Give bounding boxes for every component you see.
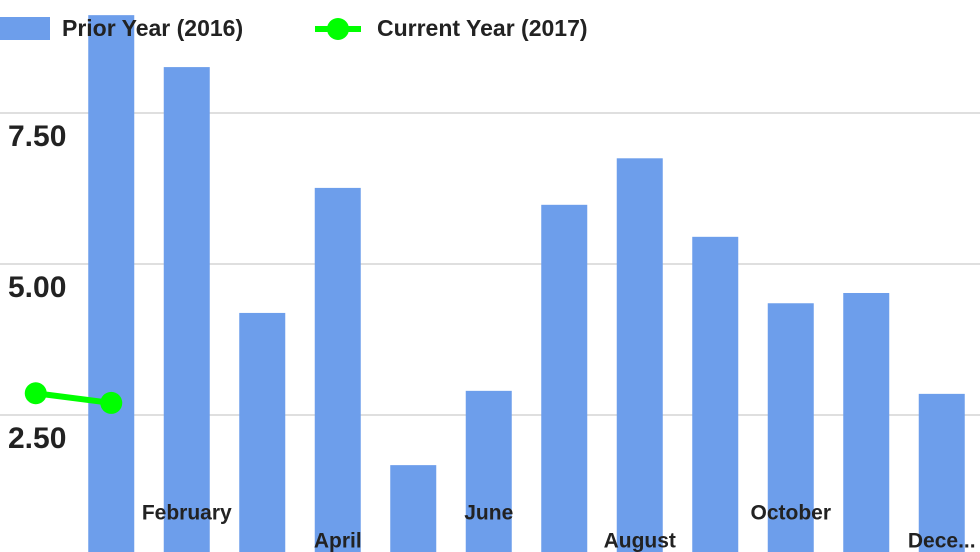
y-tick-label: 5.00 — [8, 271, 66, 304]
x-tick-label: June — [464, 502, 513, 525]
bar — [163, 67, 210, 552]
bar — [767, 303, 814, 552]
bar — [692, 236, 739, 552]
bar — [465, 390, 512, 552]
legend-label: Current Year (2017) — [377, 15, 588, 41]
line-point — [100, 391, 123, 414]
bar — [918, 393, 965, 552]
x-tick-label: October — [750, 502, 831, 525]
legend-label: Prior Year (2016) — [62, 15, 243, 41]
bar — [88, 15, 135, 552]
bar — [390, 465, 437, 552]
x-tick-label: April — [314, 530, 362, 552]
x-tick-label: February — [142, 502, 232, 525]
line-point — [24, 382, 47, 405]
bar — [239, 312, 286, 552]
line — [35, 390, 112, 406]
bar — [616, 158, 663, 552]
bar — [314, 187, 361, 552]
x-tick-label: August — [604, 530, 676, 552]
y-tick-label: 2.50 — [8, 422, 66, 455]
bar — [541, 204, 588, 552]
y-tick-label: 7.50 — [8, 120, 66, 153]
legend-swatch — [327, 18, 349, 40]
legend-swatch — [0, 17, 50, 40]
x-tick-label: Dece... — [908, 530, 976, 552]
bar — [843, 292, 890, 552]
